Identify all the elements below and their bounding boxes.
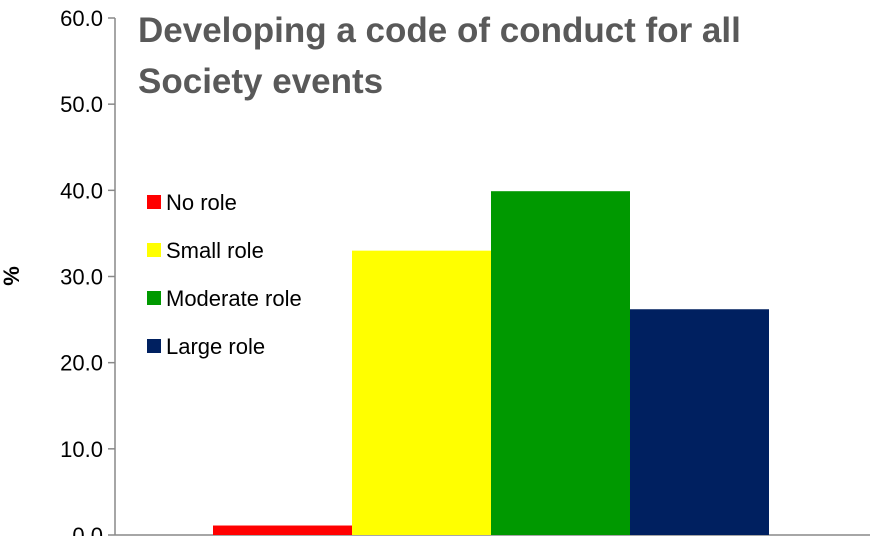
legend-label: Moderate role (166, 286, 302, 311)
bar-no-role (213, 525, 352, 535)
y-tick-label: 0.0 (72, 523, 103, 536)
y-tick-labels: 0.0 10.0 20.0 30.0 40.0 50.0 60.0 (60, 6, 115, 536)
legend-swatch (147, 195, 161, 209)
y-tick-label: 50.0 (60, 92, 103, 117)
legend-swatch (147, 339, 161, 353)
legend-swatch (147, 243, 161, 257)
legend-label: No role (166, 190, 237, 215)
y-tick-label: 40.0 (60, 178, 103, 203)
y-tick-label: 10.0 (60, 437, 103, 462)
bar-moderate-role (491, 191, 630, 535)
bar-large-role (630, 309, 769, 535)
bar-small-role (352, 250, 491, 535)
legend-label: Small role (166, 238, 264, 263)
chart-title-line-1: Developing a code of conduct for all (138, 11, 741, 50)
legend-swatch (147, 291, 161, 305)
legend-label: Large role (166, 334, 265, 359)
legend: No role Small role Moderate role Large role (147, 190, 302, 359)
bars (213, 191, 769, 535)
y-tick-label: 20.0 (60, 351, 103, 376)
chart-title-line-2: Society events (138, 62, 383, 101)
y-tick-label: 30.0 (60, 265, 103, 290)
y-tick-label: 60.0 (60, 6, 103, 31)
y-axis-title: % (0, 266, 24, 286)
